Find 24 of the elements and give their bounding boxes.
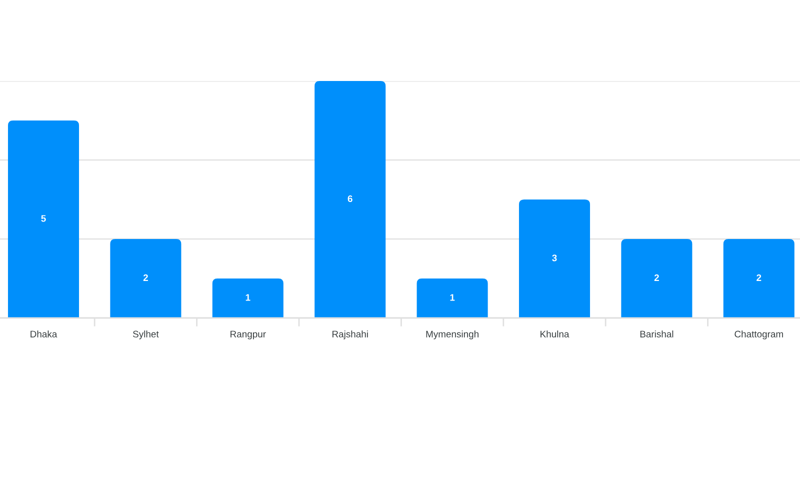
bar	[314, 81, 386, 318]
bar	[416, 278, 488, 318]
bar	[621, 239, 692, 318]
x-tick-label: Rajshahi	[332, 330, 368, 340]
x-tick-label: Barishal	[640, 330, 674, 338]
bar	[8, 120, 80, 318]
data-label: 1	[450, 294, 455, 301]
data-label: 6	[348, 195, 352, 202]
x-tick-label: Sylhet	[133, 330, 159, 340]
data-label: 2	[756, 274, 762, 281]
bar	[723, 239, 794, 318]
x-tick-label: Chattogram	[734, 330, 783, 340]
data-label: 2	[654, 274, 659, 281]
bar	[212, 278, 284, 318]
data-label: 1	[246, 294, 250, 301]
data-label: 2	[143, 274, 148, 281]
x-tick-label: Rangpur	[230, 330, 266, 340]
x-tick-label: Khulna	[540, 330, 570, 338]
bar	[110, 239, 182, 318]
x-tick-label: Dhaka	[30, 330, 58, 338]
data-label: 5	[41, 215, 46, 222]
x-tick-label: Mymensingh	[426, 330, 478, 340]
data-label: 3	[552, 254, 557, 262]
bar	[518, 200, 590, 318]
